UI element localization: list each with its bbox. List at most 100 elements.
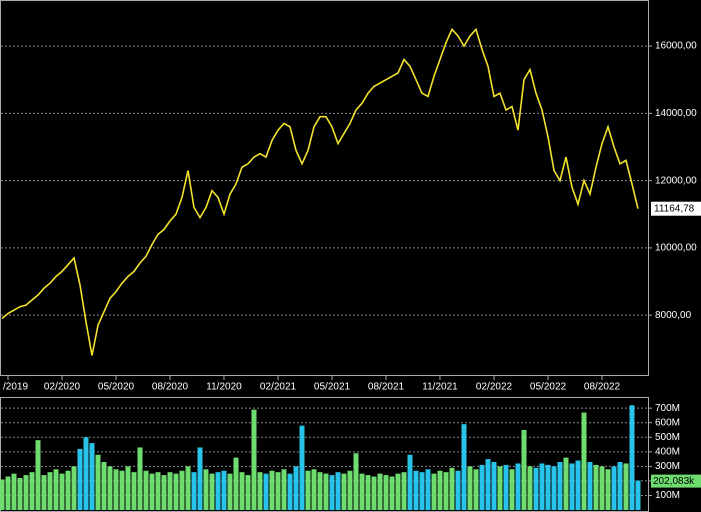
volume-bar bbox=[449, 467, 455, 510]
volume-bar bbox=[125, 466, 131, 510]
x-tick-label: 08/2021 bbox=[368, 382, 405, 393]
volume-bar bbox=[323, 473, 329, 510]
volume-bar bbox=[191, 472, 197, 510]
last-volume-label: 202,083k bbox=[653, 476, 695, 487]
volume-bar bbox=[557, 462, 563, 510]
volume-bar bbox=[95, 454, 101, 510]
x-tick-label: 02/2022 bbox=[476, 382, 513, 393]
price-line bbox=[1, 27, 639, 356]
volume-bar bbox=[281, 469, 287, 510]
volume-bar bbox=[617, 462, 623, 510]
volume-bar bbox=[335, 472, 341, 510]
volume-bar bbox=[431, 473, 437, 510]
volume-bar bbox=[371, 476, 377, 510]
price-frame bbox=[0, 0, 649, 376]
x-tick-label: 05/2021 bbox=[314, 382, 351, 393]
volume-bar bbox=[209, 473, 215, 510]
x-tick-label: 11/2020 bbox=[206, 382, 242, 393]
volume-bar bbox=[437, 470, 443, 510]
volume-bar bbox=[251, 409, 257, 510]
volume-bar bbox=[455, 470, 461, 510]
volume-bar bbox=[419, 472, 425, 510]
volume-bar bbox=[131, 472, 137, 510]
volume-bar bbox=[389, 476, 395, 510]
volume-bar bbox=[551, 466, 557, 510]
volume-bar bbox=[275, 472, 281, 510]
volume-bar bbox=[143, 470, 149, 510]
y-tick-label: 8000,00 bbox=[655, 310, 692, 321]
volume-bar bbox=[359, 473, 365, 510]
volume-bar bbox=[461, 424, 467, 510]
volume-bar bbox=[527, 466, 533, 510]
volume-bar bbox=[341, 473, 347, 510]
volume-bar bbox=[17, 478, 23, 510]
volume-bar bbox=[35, 440, 41, 510]
volume-bar bbox=[317, 472, 323, 510]
volume-bar bbox=[629, 405, 635, 510]
volume-bar bbox=[161, 475, 167, 510]
volume-bar bbox=[329, 475, 335, 510]
volume-bar bbox=[347, 470, 353, 510]
volume-bar bbox=[203, 469, 209, 510]
volume-bar bbox=[11, 473, 17, 510]
volume-bar bbox=[155, 472, 161, 510]
volume-bar bbox=[179, 470, 185, 510]
volume-bar bbox=[533, 467, 539, 510]
volume-bar bbox=[611, 466, 617, 510]
volume-bar bbox=[5, 476, 11, 510]
volume-bar bbox=[539, 463, 545, 510]
x-tick-label: 05/2020 bbox=[98, 382, 135, 393]
y-tick-label: 500M bbox=[655, 432, 680, 443]
volume-bar bbox=[413, 470, 419, 510]
volume-bar bbox=[401, 472, 407, 510]
volume-bar bbox=[77, 448, 83, 510]
x-tick-label: 08/2020 bbox=[152, 382, 189, 393]
volume-bar bbox=[593, 464, 599, 510]
y-tick-label: 16000,00 bbox=[655, 41, 697, 52]
volume-bar bbox=[569, 463, 575, 510]
volume-bar bbox=[245, 475, 251, 510]
volume-bar bbox=[137, 447, 143, 510]
volume-bar bbox=[479, 464, 485, 510]
volume-bar bbox=[101, 462, 107, 510]
volume-bar bbox=[233, 457, 239, 510]
volume-bar bbox=[365, 475, 371, 510]
volume-bar bbox=[299, 425, 305, 510]
volume-bar bbox=[113, 469, 119, 510]
last-price-box bbox=[651, 201, 701, 216]
volume-bar bbox=[215, 472, 221, 510]
volume-bar bbox=[287, 473, 293, 510]
volume-bar bbox=[353, 453, 359, 510]
x-tick-label: 08/2022 bbox=[584, 382, 621, 393]
volume-bar bbox=[119, 470, 125, 510]
volume-bar bbox=[635, 480, 641, 510]
y-tick-label: 10000,00 bbox=[655, 243, 697, 254]
volume-bar bbox=[263, 473, 269, 510]
volume-bar bbox=[383, 475, 389, 510]
y-tick-label: 100M bbox=[655, 490, 680, 501]
volume-bar bbox=[395, 473, 401, 510]
volume-bar bbox=[53, 469, 59, 510]
y-tick-label: 600M bbox=[655, 417, 680, 428]
volume-bar bbox=[239, 472, 245, 510]
volume-bar bbox=[71, 466, 77, 510]
volume-bar bbox=[311, 469, 317, 510]
x-tick-label: 02/2020 bbox=[44, 382, 81, 393]
x-tick-label: 11/2021 bbox=[422, 382, 458, 393]
y-tick-label: 400M bbox=[655, 446, 680, 457]
volume-bar bbox=[377, 473, 383, 510]
volume-bar bbox=[473, 469, 479, 510]
y-tick-label: 300M bbox=[655, 461, 680, 472]
volume-bar bbox=[515, 463, 521, 510]
volume-bar bbox=[0, 479, 5, 510]
volume-bar bbox=[407, 454, 413, 510]
volume-bar bbox=[293, 466, 299, 510]
volume-bar bbox=[581, 412, 587, 510]
x-tick-label: /2019 bbox=[3, 382, 28, 393]
volume-bar bbox=[107, 466, 113, 510]
volume-bar bbox=[305, 470, 311, 510]
volume-bar bbox=[425, 469, 431, 510]
volume-bar bbox=[89, 443, 95, 510]
last-price-label: 11164,78 bbox=[654, 203, 695, 214]
